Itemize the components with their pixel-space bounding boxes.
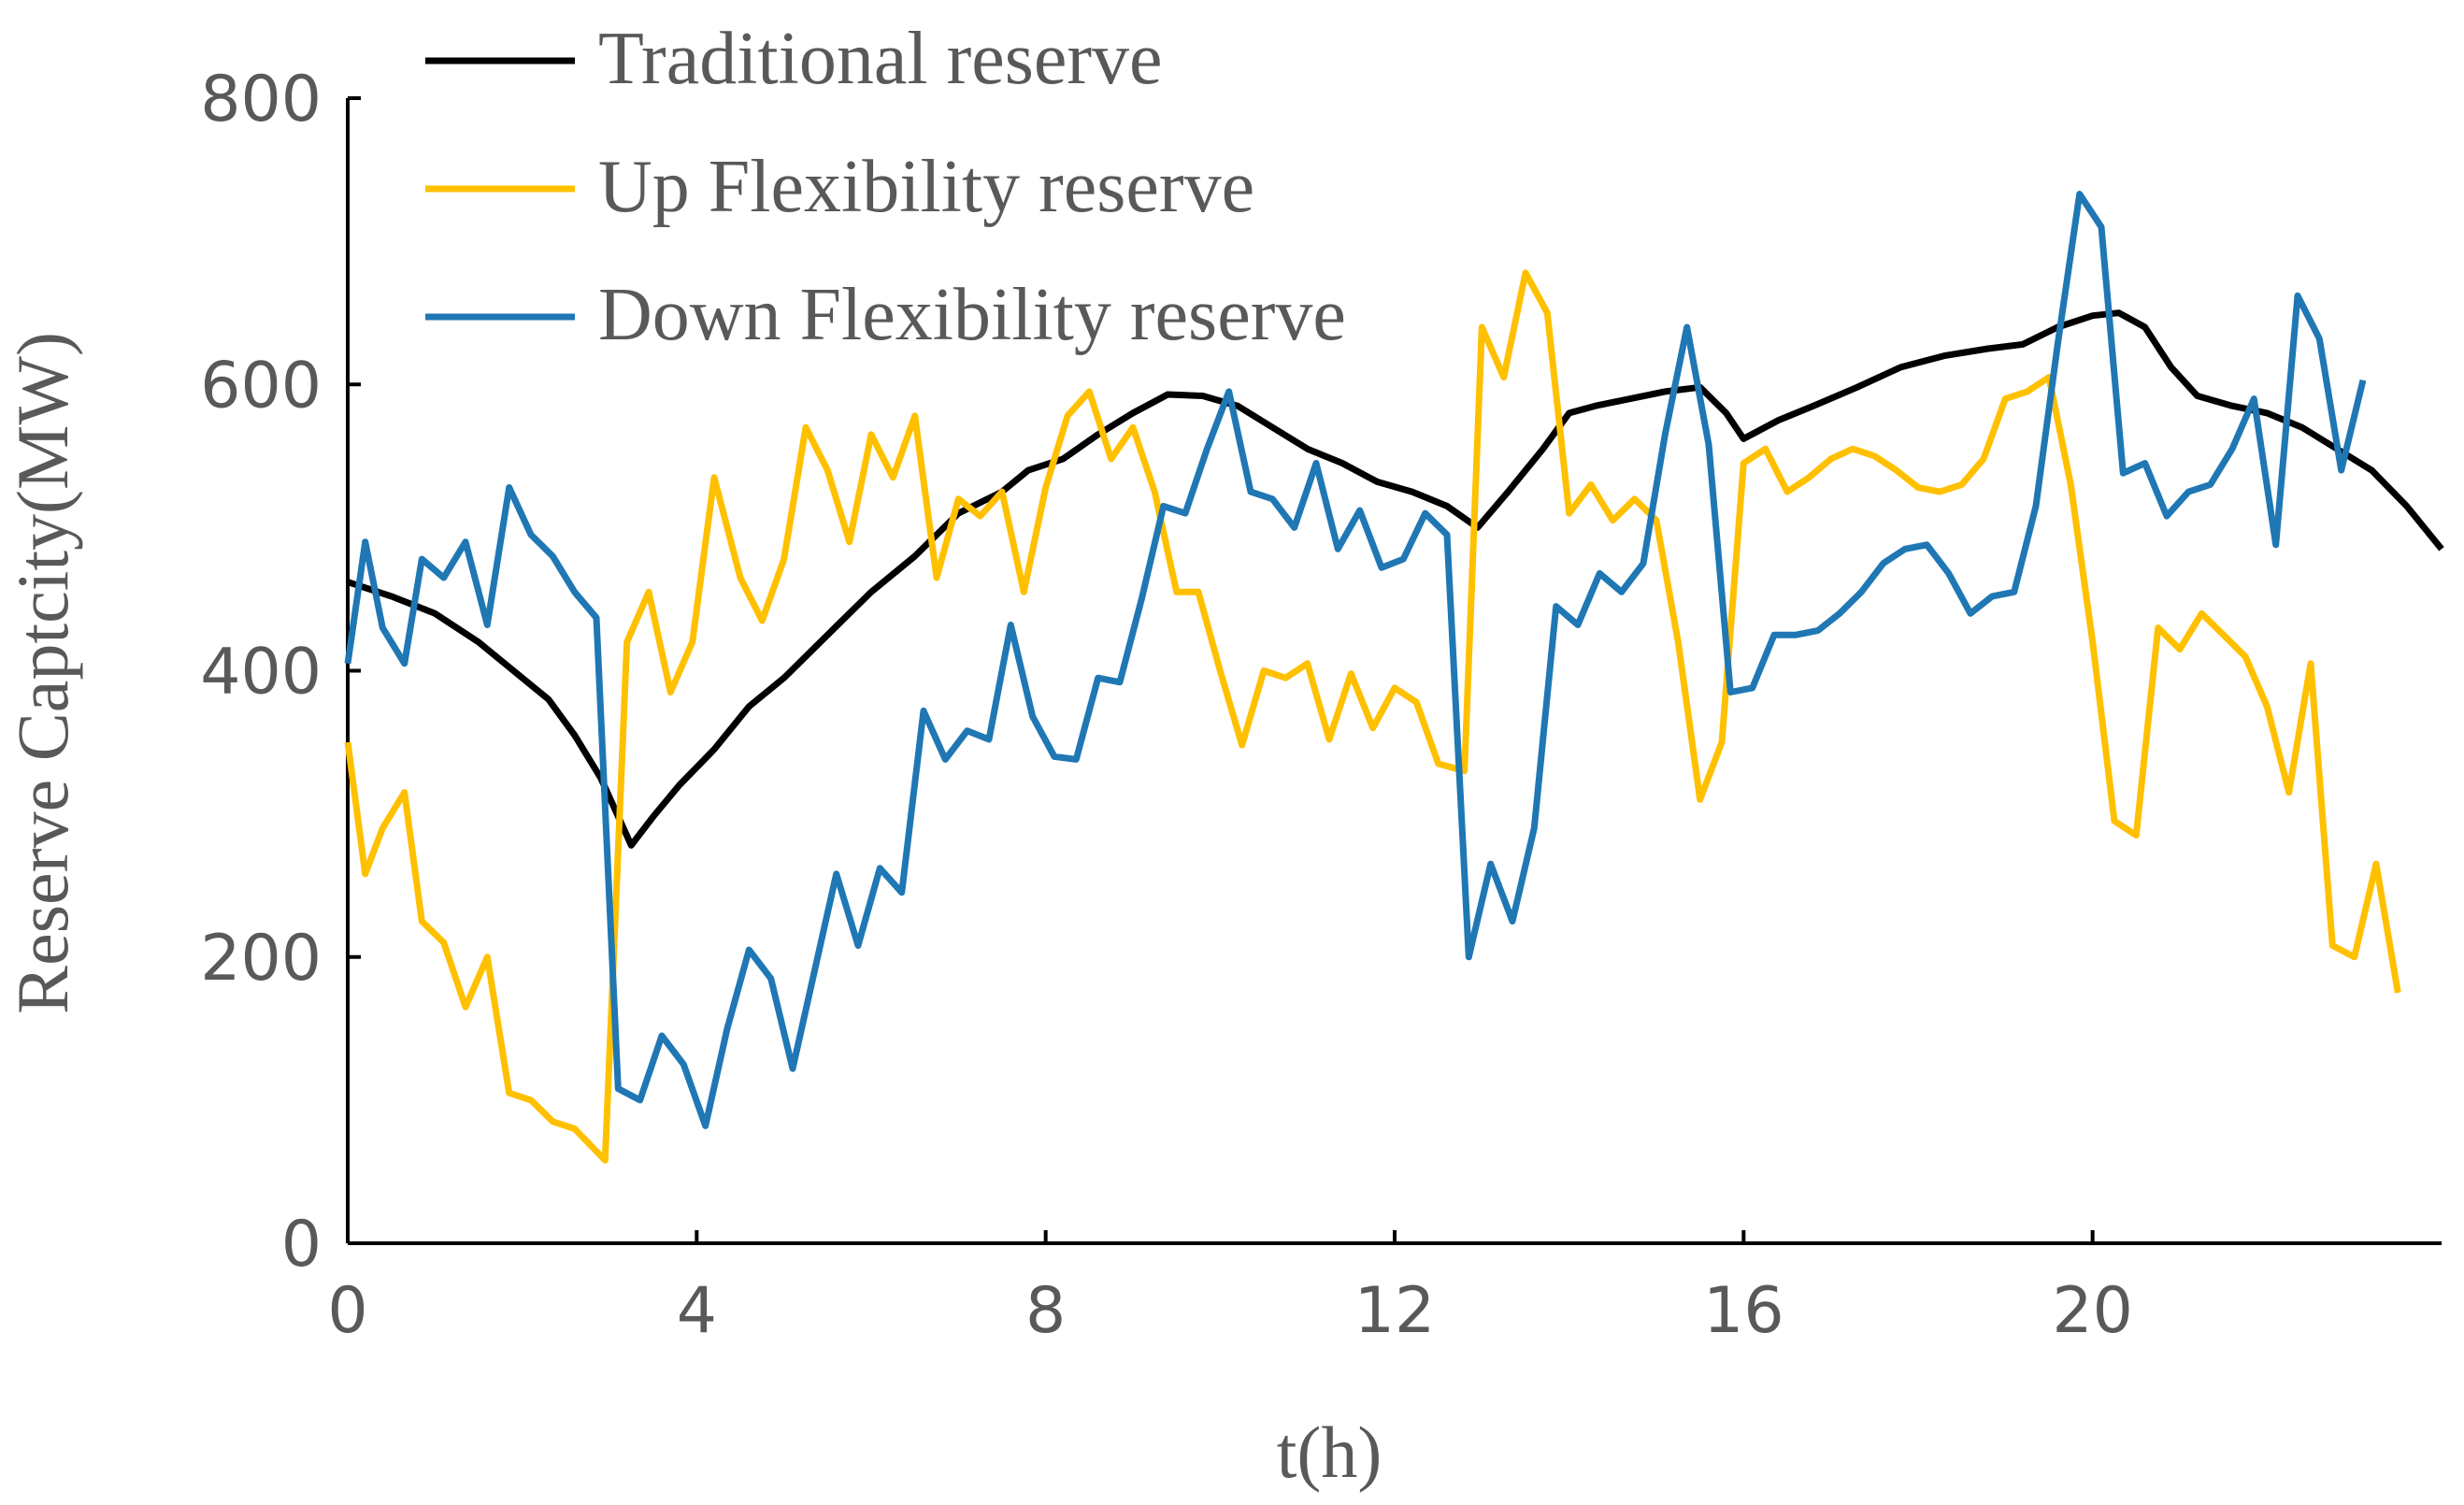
- series-line-1: [346, 309, 2444, 849]
- x-tick-label: 0: [327, 1274, 367, 1348]
- chart-axes: [346, 98, 2442, 1245]
- y-tick-label: 800: [200, 63, 322, 136]
- chart-legend: Traditional reserve Up Flexibility reserv…: [425, 18, 1346, 356]
- x-tick-label: 12: [1354, 1274, 1436, 1348]
- x-tick-label: 4: [677, 1274, 717, 1348]
- x-tick-label: 20: [2052, 1274, 2133, 1348]
- y-tick-label: 200: [200, 922, 322, 996]
- x-tick-label: 16: [1703, 1274, 1784, 1348]
- series-line-3: [344, 191, 2367, 1129]
- legend-label-3: Down Flexibility reserve: [598, 274, 1346, 356]
- y-tick-label: 0: [281, 1208, 322, 1282]
- chart-series: [344, 191, 2444, 1164]
- legend-label-2: Up Flexibility reserve: [598, 146, 1254, 228]
- y-tick-label: 600: [200, 349, 322, 423]
- x-tick-label: 8: [1025, 1274, 1066, 1348]
- series-line-2: [344, 269, 2401, 1164]
- x-axis-title: t(h): [1277, 1412, 1382, 1493]
- y-tick-label: 400: [200, 636, 322, 710]
- y-axis-title: Reserve Captcity(MW): [2, 332, 83, 1014]
- legend-label-1: Traditional reserve: [598, 18, 1163, 100]
- chart-ticks: 0 200 400 600 800 0 4 8 12 16 20: [200, 63, 2133, 1348]
